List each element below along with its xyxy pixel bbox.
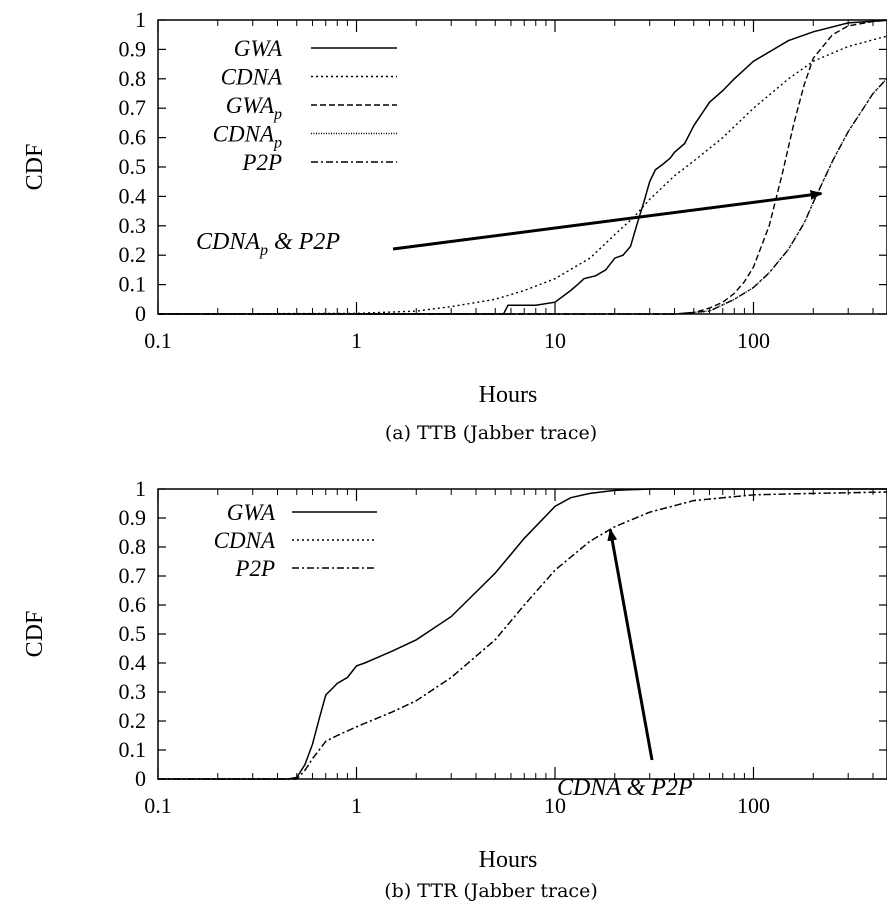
legend-label: P2P [241,150,282,175]
caption: (a) TTB (Jabber trace) [385,422,597,444]
legend-label: GWA [227,500,276,525]
y-tick-label: 0.8 [119,66,147,91]
annotation-label: CDNA & P2P [557,775,693,801]
y-tick-label: 1 [135,476,146,501]
x-tick-label: 100 [737,793,770,818]
x-tick-label: 1 [351,328,362,353]
legend-label: CDNA [221,65,283,90]
legend-label: P2P [234,556,275,581]
y-tick-label: 0.4 [119,650,147,675]
y-tick-label: 0.3 [119,213,147,238]
x-tick-label: 0.1 [144,328,172,353]
y-tick-label: 0.7 [119,563,147,588]
x-tick-label: 10 [544,328,566,353]
x-axis-label: Hours [479,382,538,408]
y-tick-label: 0.6 [119,125,147,150]
y-tick-label: 0.7 [119,95,147,120]
y-ticks: 0 0.1 0.2 0.3 0.4 0.5 0.6 0.7 0.8 0.9 1 [119,7,887,326]
annotation-subscript: p [259,242,268,259]
y-tick-label: 0.6 [119,592,147,617]
annotation-arrow [607,528,654,761]
y-axis-label: CDF [22,144,48,191]
annotation-arrow [392,189,823,251]
y-tick-label: 1 [135,7,146,32]
x-tick-label: 1 [351,793,362,818]
y-tick-label: 0.4 [119,183,147,208]
series-group [157,19,887,315]
x-ticks: 0.1 1 10 100 [144,489,874,818]
series-group [158,488,887,780]
x-tick-label: 0.1 [144,793,172,818]
series-line-gwa [158,19,887,315]
x-tick-label: 100 [737,328,770,353]
y-tick-label: 0.5 [119,621,147,646]
legend-label: CDNAp [213,122,282,152]
y-ticks: 0 0.1 0.2 0.3 0.4 0.5 0.6 0.7 0.8 0.9 1 [119,476,887,791]
y-tick-label: 0.3 [119,679,147,704]
y-tick-label: 0.2 [119,242,147,267]
y-tick-label: 0 [135,301,146,326]
caption: (b) TTR (Jabber trace) [384,880,597,902]
annotation-rest: & P2P [268,229,340,255]
series-line-p2p [158,77,887,315]
y-axis-label: CDF [22,611,48,658]
y-tick-label: 0 [135,766,146,791]
y-tick-label: 0.1 [119,737,147,762]
y-tick-label: 0.1 [119,272,147,297]
annotation-text: CDNA [196,229,260,255]
legend-label: GWA [234,36,283,61]
x-axis-label: Hours [479,847,538,873]
y-tick-label: 0.5 [119,154,147,179]
x-tick-label: 10 [544,793,566,818]
panel-ttb: 00.10.20.30.40.50.60.70.80.91 0.1 1 10 100 … [22,7,887,444]
y-tick-label: 0.2 [119,708,147,733]
x-ticks: 0.1 1 10 100 [144,20,874,353]
annotation-label: CDNAp & P2P [196,229,340,259]
y-tick-label: 0.9 [119,505,147,530]
y-tick-label: 0.9 [119,36,147,61]
legend: GWA CDNA P2P [214,500,377,581]
series-line-gwa [158,488,887,780]
legend-label: CDNA [214,528,276,553]
y-tick-label: 0.8 [119,534,147,559]
legend-label: GWAp [226,93,282,123]
panel-ttr: 00.10.20.30.40.50.60.70.80.91 0.1 1 10 100 … [22,476,887,902]
series-line-gwap [158,19,887,315]
series-line-p2p [158,491,887,780]
